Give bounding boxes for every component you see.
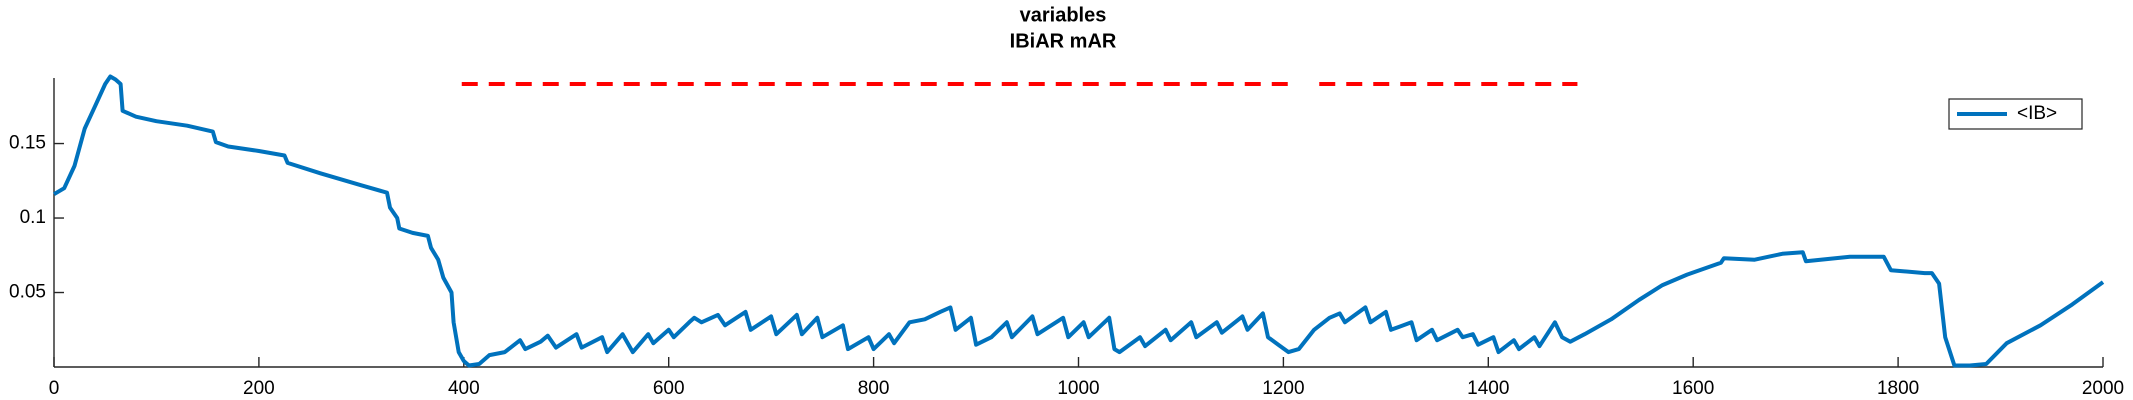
chart-title: variables: [1020, 4, 1107, 26]
y-tick-label: 0.1: [20, 207, 46, 228]
x-tick-label: 1800: [1877, 378, 1919, 399]
x-tick-label: 200: [243, 378, 275, 399]
x-tick-label: 400: [448, 378, 480, 399]
data-line: [52, 74, 2105, 368]
y-tick-label: 0.05: [9, 282, 46, 303]
x-tick-label: 1200: [1262, 378, 1304, 399]
x-tick-label: 2000: [2082, 378, 2124, 399]
y-tick-label: 0.15: [9, 133, 46, 154]
x-tick-label: 800: [858, 378, 890, 399]
x-tick-label: 1400: [1467, 378, 1509, 399]
chart-subtitle: IBiAR mAR: [1010, 30, 1117, 52]
x-tick-label: 1000: [1057, 378, 1099, 399]
x-tick-label: 1600: [1672, 378, 1714, 399]
x-tick-label: 0: [49, 378, 60, 399]
x-tick-label: 600: [653, 378, 685, 399]
legend-label: <IB>: [2017, 103, 2057, 124]
